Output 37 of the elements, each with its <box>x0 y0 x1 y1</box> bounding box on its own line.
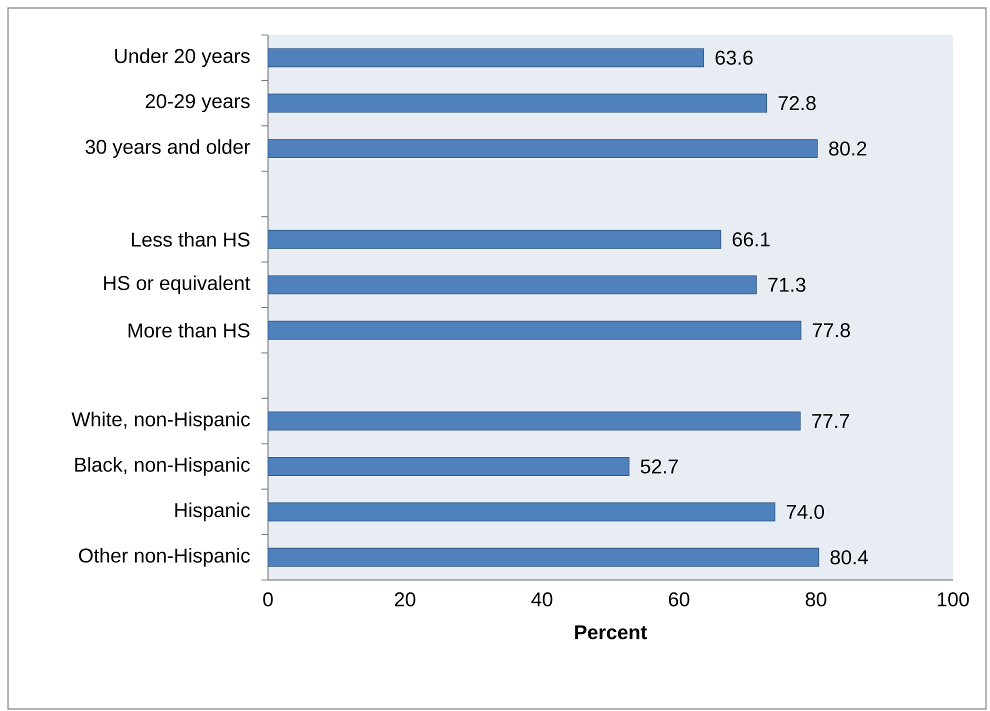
x-tick-label: 20 <box>394 592 416 606</box>
bar <box>268 94 768 113</box>
data-label: 63.6 <box>716 50 753 65</box>
y-tick-label: More than HS <box>128 322 250 338</box>
y-tick-label: White, non-Hispanic <box>72 412 250 430</box>
x-tick-label: 0 <box>263 592 273 606</box>
data-label: 80.4 <box>830 550 868 564</box>
y-tick-label: 20-29 years <box>146 94 250 112</box>
bar <box>268 502 776 522</box>
data-label: 72.8 <box>778 96 816 110</box>
data-label: 74.0 <box>786 504 824 519</box>
bar <box>268 456 630 476</box>
bar <box>268 48 704 68</box>
data-label: 77.7 <box>812 414 850 428</box>
bar <box>268 139 818 158</box>
x-tick-label: 80 <box>806 592 826 606</box>
bar <box>268 320 802 340</box>
data-label: 77.8 <box>812 323 850 338</box>
y-tick-label: Other non-Hispanic <box>79 548 250 567</box>
y-tick-label: 30 years and older <box>85 139 250 158</box>
data-label: 52.7 <box>640 459 678 474</box>
x-tick-label: 100 <box>938 592 969 606</box>
x-tick-label: 60 <box>668 592 690 606</box>
y-tick-label: Under 20 years <box>115 48 250 68</box>
y-tick-label: Hispanic <box>175 502 250 522</box>
y-tick-label: Less than HS <box>132 232 250 247</box>
y-tick-label: HS or equivalent <box>104 275 250 294</box>
bar <box>268 275 757 294</box>
bar <box>268 412 801 431</box>
data-label: 80.2 <box>829 141 866 156</box>
bar <box>268 548 820 567</box>
y-tick-label: Black, non-Hispanic <box>75 457 250 476</box>
x-axis-title: Percent <box>575 625 647 640</box>
data-label: 66.1 <box>732 232 770 246</box>
x-tick-label: 40 <box>531 592 552 606</box>
bar <box>268 230 722 249</box>
data-label: 71.3 <box>768 278 806 292</box>
